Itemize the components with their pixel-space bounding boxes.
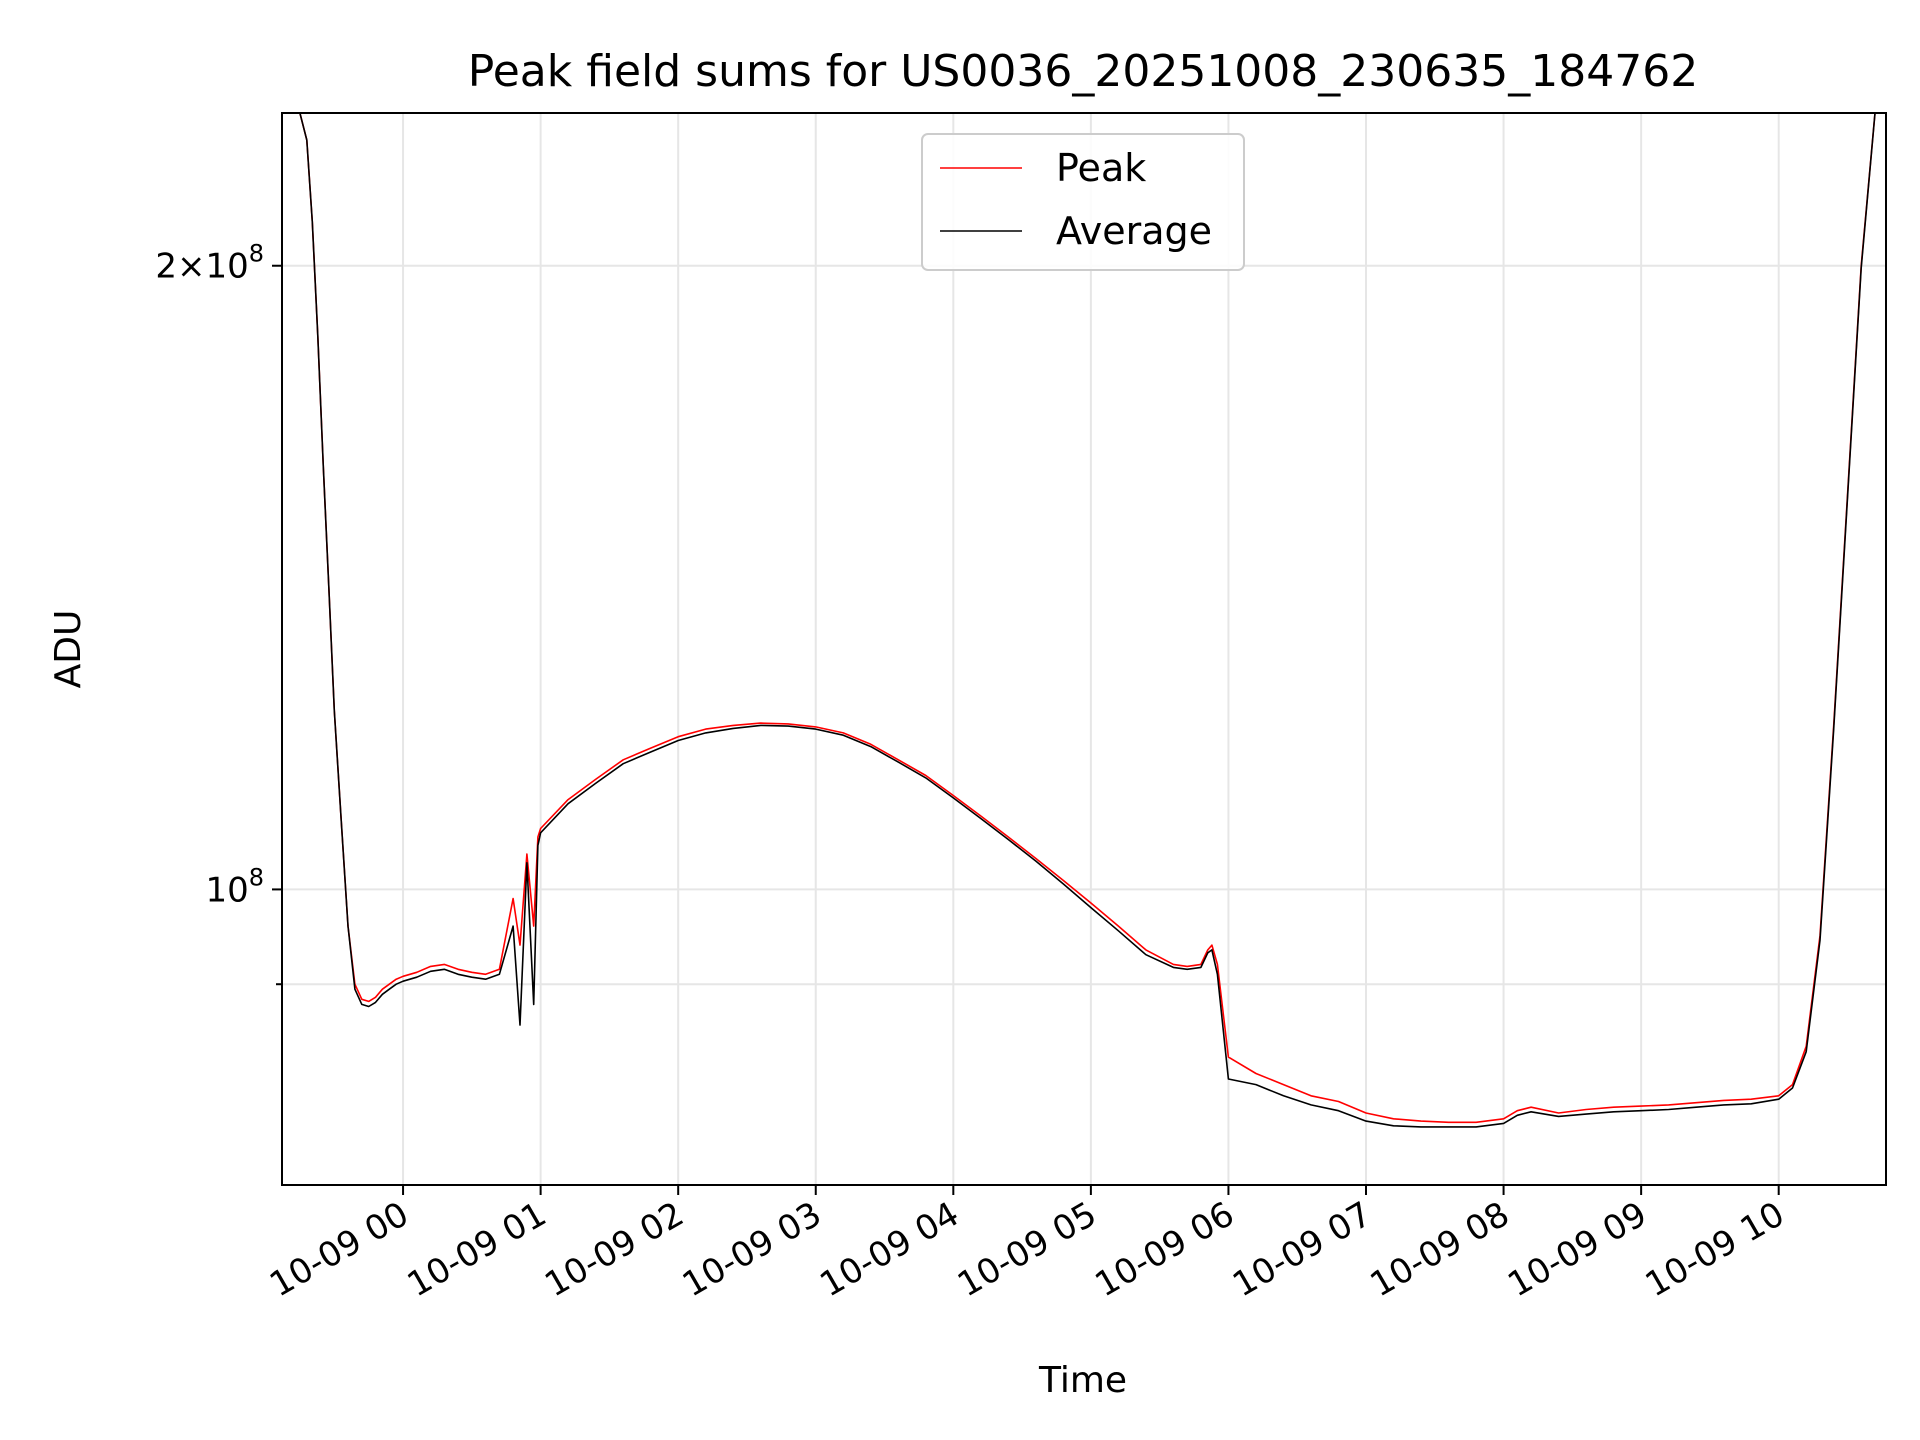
y-tick-label-exponent: 8 bbox=[249, 863, 264, 891]
x-tick-label: 10-09 05 bbox=[951, 1194, 1103, 1305]
legend-label-peak: Peak bbox=[1056, 146, 1146, 190]
series-line-peak bbox=[282, 112, 1886, 1124]
x-tick-label: 10-09 10 bbox=[1639, 1194, 1791, 1305]
plot-series bbox=[282, 112, 1886, 1128]
legend-label-average: Average bbox=[1056, 209, 1212, 253]
y-tick-label-base: 10 bbox=[205, 870, 248, 910]
y-tick-label: 108 bbox=[205, 863, 264, 910]
x-tick-label: 10-09 02 bbox=[538, 1194, 690, 1305]
y-tick-label-exponent: 8 bbox=[249, 240, 264, 268]
grid bbox=[282, 113, 1886, 1185]
x-tick-label: 10-09 03 bbox=[676, 1194, 828, 1305]
plot-frame bbox=[281, 112, 1887, 1186]
x-tick-label: 10-09 09 bbox=[1501, 1194, 1653, 1305]
x-tick-label: 10-09 00 bbox=[263, 1194, 415, 1305]
x-tick-label: 10-09 01 bbox=[401, 1194, 553, 1305]
x-tick-label: 10-09 06 bbox=[1089, 1194, 1241, 1305]
y-tick-label-base: 2×10 bbox=[155, 247, 248, 287]
series-line-average bbox=[282, 112, 1886, 1128]
y-tick-label: 2×108 bbox=[155, 240, 264, 287]
x-tick-label: 10-09 08 bbox=[1364, 1194, 1516, 1305]
chart-title: Peak field sums for US0036_20251008_2306… bbox=[468, 46, 1698, 97]
x-tick-label: 10-09 04 bbox=[813, 1194, 965, 1305]
legend: Peak Average bbox=[921, 133, 1245, 271]
x-axis-title: Time bbox=[1038, 1360, 1127, 1401]
y-axis-title: ADU bbox=[48, 610, 89, 689]
x-tick-label: 10-09 07 bbox=[1226, 1194, 1378, 1305]
